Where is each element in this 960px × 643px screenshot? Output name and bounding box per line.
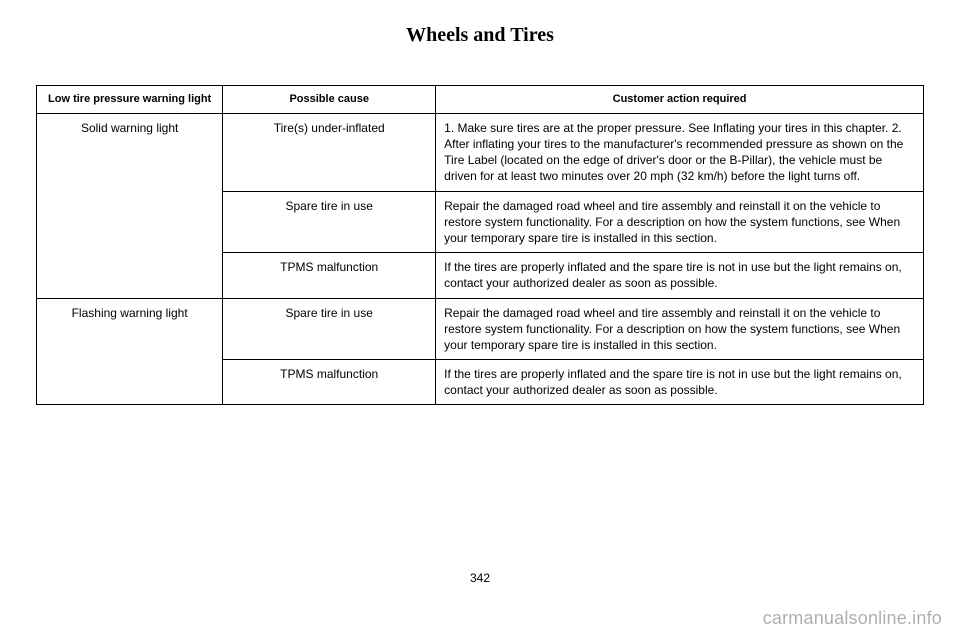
- header-possible-cause: Possible cause: [223, 86, 436, 114]
- cell-warning-light: Solid warning light: [37, 113, 223, 298]
- manual-page: Wheels and Tires Low tire pressure warni…: [0, 0, 960, 643]
- cell-action: Repair the damaged road wheel and tire a…: [436, 298, 924, 360]
- page-title: Wheels and Tires: [36, 24, 924, 47]
- cell-possible-cause: TPMS malfunction: [223, 360, 436, 405]
- table-row: Solid warning light Tire(s) under-inflat…: [37, 113, 924, 191]
- watermark: carmanualsonline.info: [763, 608, 942, 629]
- page-number: 342: [0, 571, 960, 585]
- cell-possible-cause: Spare tire in use: [223, 298, 436, 360]
- cell-action: 1. Make sure tires are at the proper pre…: [436, 113, 924, 191]
- cell-possible-cause: Tire(s) under-inflated: [223, 113, 436, 191]
- cell-possible-cause: Spare tire in use: [223, 191, 436, 253]
- tpms-table: Low tire pressure warning light Possible…: [36, 85, 924, 405]
- cell-action: If the tires are properly inflated and t…: [436, 253, 924, 298]
- cell-action: If the tires are properly inflated and t…: [436, 360, 924, 405]
- table-row: Flashing warning light Spare tire in use…: [37, 298, 924, 360]
- header-action-required: Customer action required: [436, 86, 924, 114]
- header-warning-light: Low tire pressure warning light: [37, 86, 223, 114]
- cell-warning-light: Flashing warning light: [37, 298, 223, 405]
- cell-possible-cause: TPMS malfunction: [223, 253, 436, 298]
- table-header-row: Low tire pressure warning light Possible…: [37, 86, 924, 114]
- cell-action: Repair the damaged road wheel and tire a…: [436, 191, 924, 253]
